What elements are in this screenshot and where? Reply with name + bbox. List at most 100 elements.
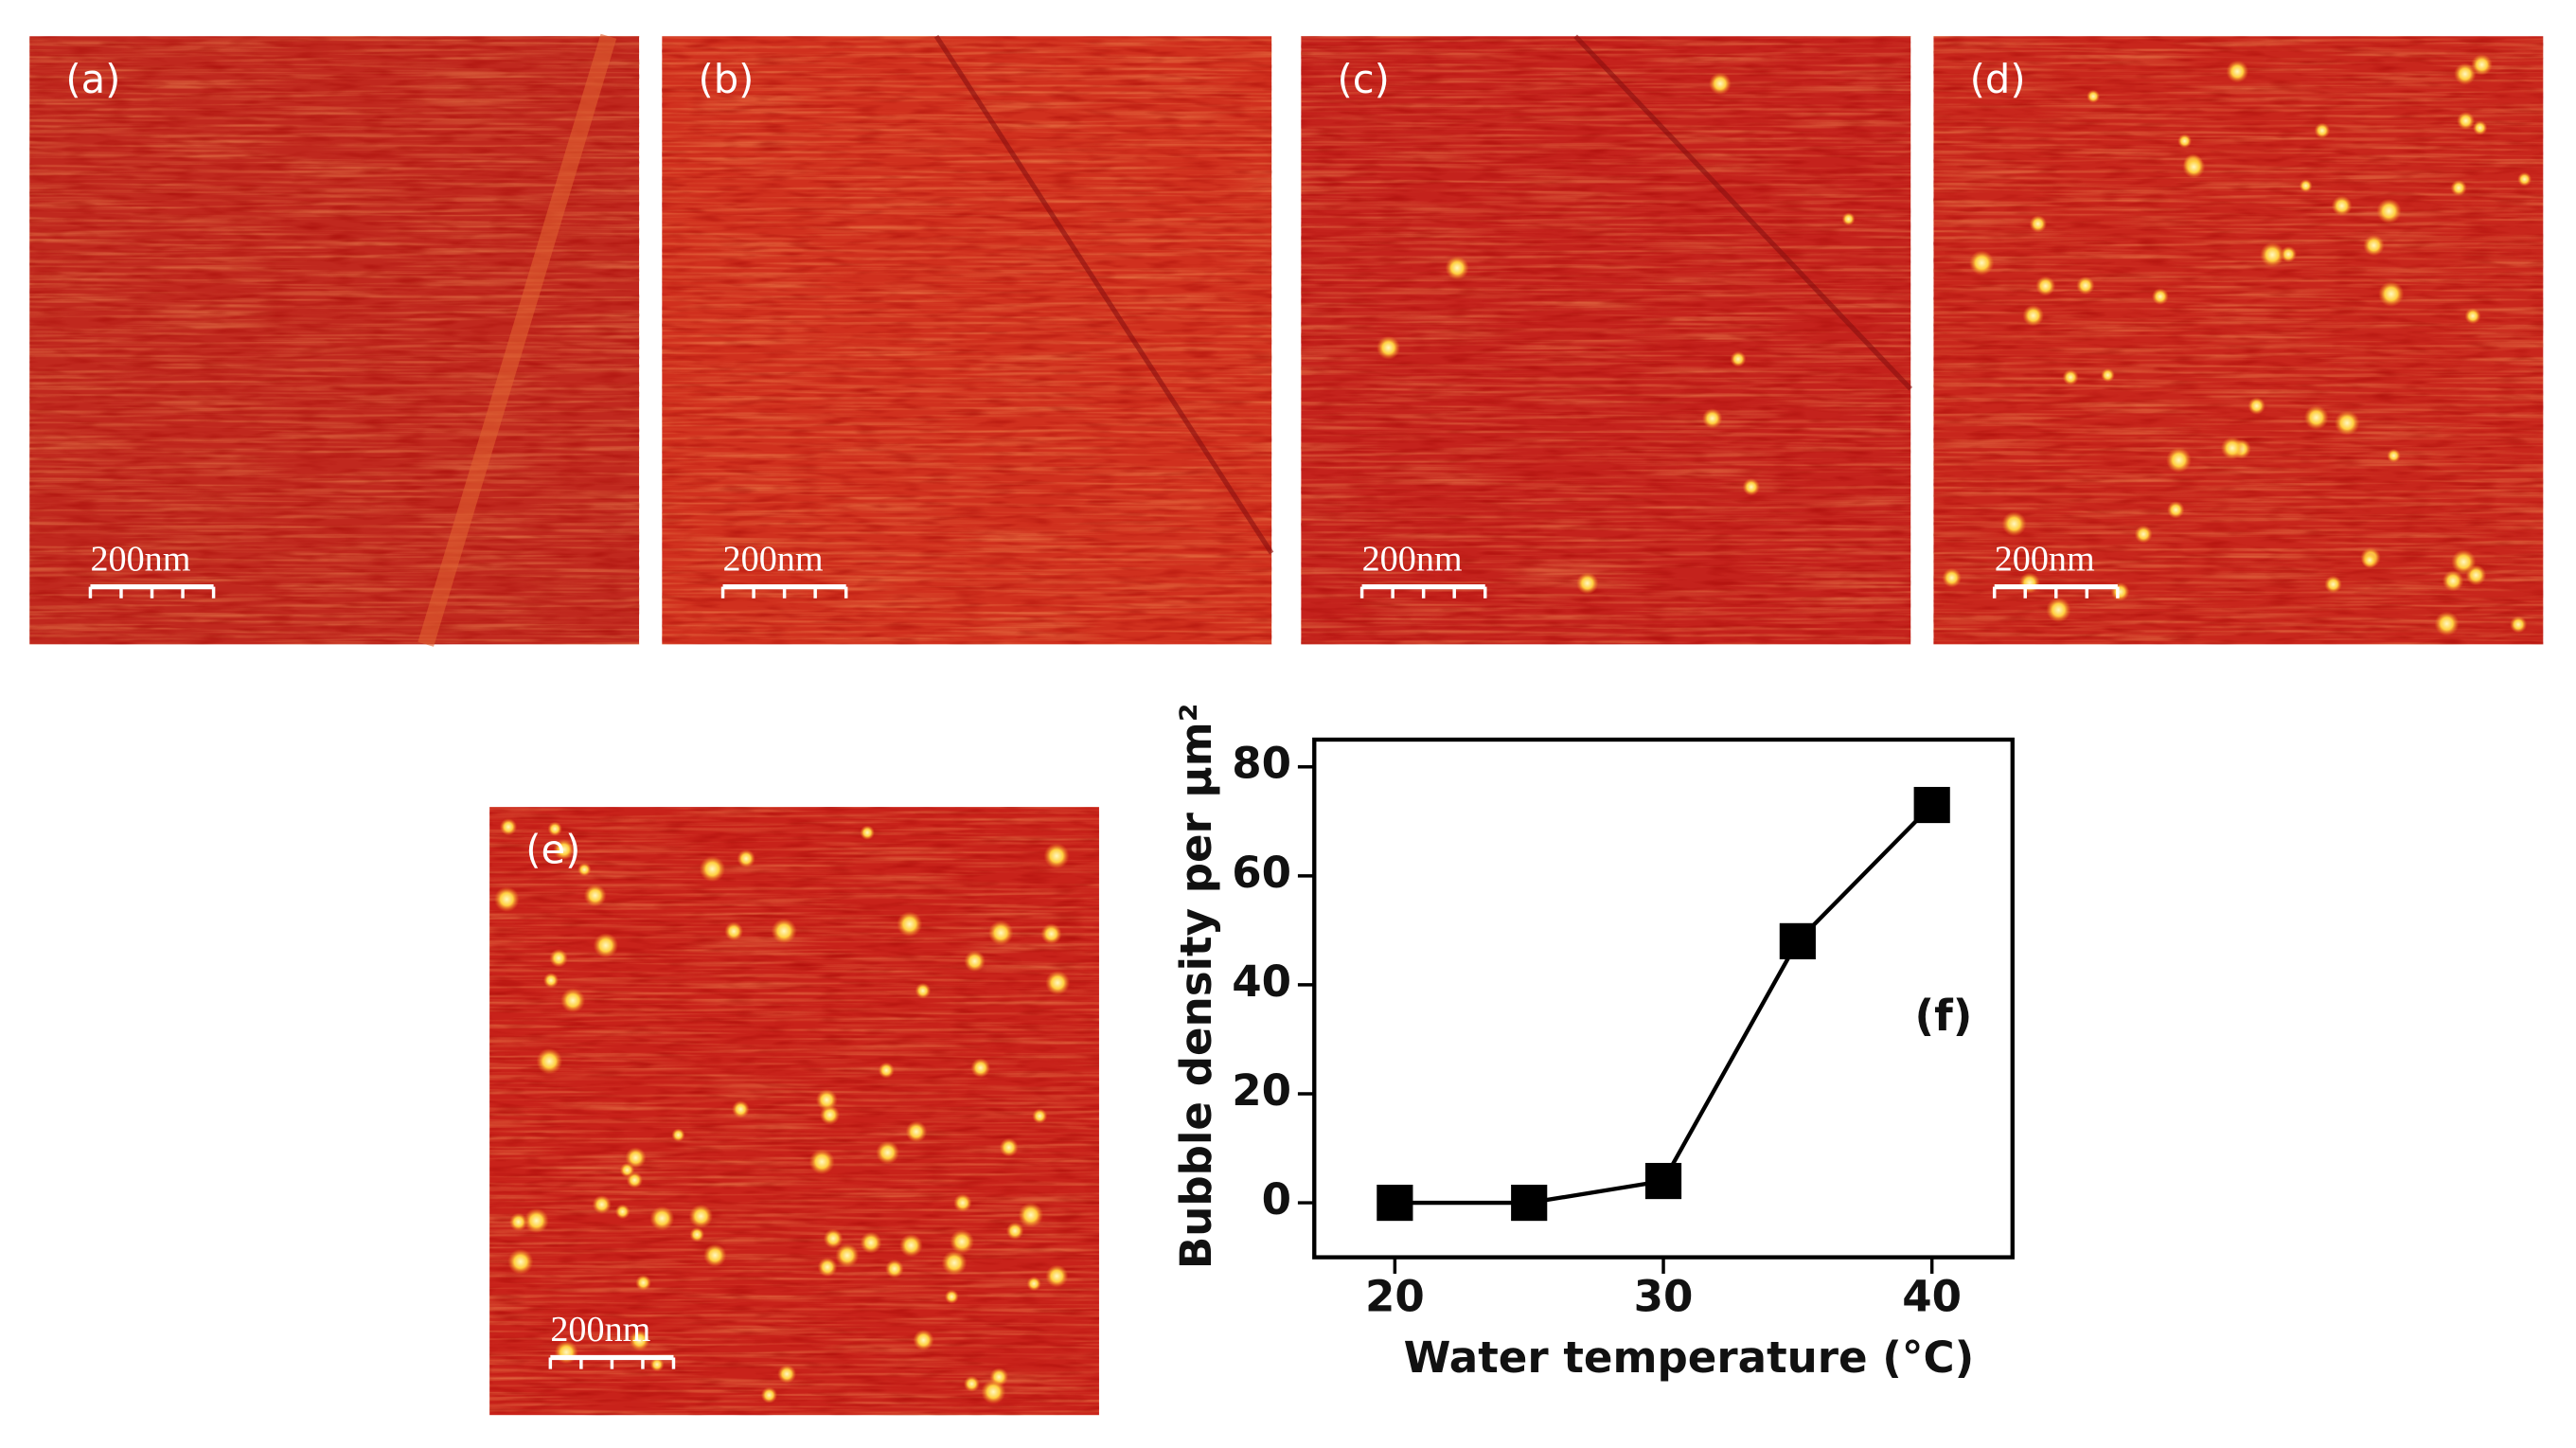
bubble xyxy=(737,849,755,868)
bubble xyxy=(2331,195,2353,217)
bubble xyxy=(1005,1222,1024,1241)
bubble xyxy=(953,1193,972,1212)
bubble xyxy=(2101,367,2115,383)
step-edge xyxy=(933,34,1274,555)
y-tick-label: 0 xyxy=(1262,1174,1291,1225)
image-texture xyxy=(1301,36,1911,645)
data-marker xyxy=(1779,922,1816,959)
bubble xyxy=(760,1386,778,1403)
bubble xyxy=(1018,1202,1044,1228)
plot: Water temperature (°C) Bubble density pe… xyxy=(1171,703,2015,1383)
bubble xyxy=(1942,567,1962,588)
bubble xyxy=(542,973,560,989)
bubble xyxy=(987,920,1014,946)
bubble xyxy=(508,1212,528,1232)
scale-bar-label: 200nm xyxy=(1995,539,2095,579)
bubble xyxy=(1742,477,1761,496)
bubble xyxy=(897,911,923,938)
bubble xyxy=(2151,288,2169,306)
bubble xyxy=(2376,198,2402,224)
bubble xyxy=(2022,304,2045,327)
afm-image: (d) 200nm xyxy=(1933,36,2544,645)
bubble xyxy=(876,1140,900,1165)
bubble xyxy=(2454,63,2477,85)
bubble xyxy=(808,1149,835,1175)
panel-label: (a) xyxy=(65,56,120,102)
bubble xyxy=(905,1120,928,1143)
scale-bar-label: 200nm xyxy=(90,539,190,579)
bubble xyxy=(1377,335,1401,360)
bubble xyxy=(2387,448,2401,463)
bubble xyxy=(963,1375,980,1392)
bubble xyxy=(2303,404,2329,430)
bubble xyxy=(592,1194,612,1214)
bubble xyxy=(625,1147,647,1169)
bubble xyxy=(860,825,875,840)
bubble xyxy=(771,918,797,944)
bubble xyxy=(614,1204,631,1220)
panel-label: (d) xyxy=(1970,56,2026,102)
bubble xyxy=(1701,408,1723,429)
y-tick-label: 60 xyxy=(1232,848,1291,898)
data-marker xyxy=(1511,1184,1548,1222)
bubble xyxy=(2280,245,2297,263)
bubble xyxy=(2035,276,2056,296)
bubble xyxy=(553,838,575,861)
bubble xyxy=(777,1364,797,1384)
bubble xyxy=(732,1099,750,1118)
scale-bar-label: 200nm xyxy=(1362,539,1463,579)
bubble xyxy=(2062,368,2079,385)
bubble xyxy=(593,933,619,958)
bubble xyxy=(2314,122,2331,139)
data-marker xyxy=(1377,1184,1413,1222)
bubble xyxy=(835,1243,860,1268)
step-edge xyxy=(1573,34,1913,391)
afm-image: (c) 200nm xyxy=(1301,34,1913,645)
bubble xyxy=(2247,397,2265,415)
bubble xyxy=(629,1330,650,1351)
bubble xyxy=(1841,212,1856,226)
bubble xyxy=(649,1357,665,1372)
bubble xyxy=(2177,134,2193,149)
bubble xyxy=(2166,447,2192,474)
x-tick-label: 30 xyxy=(1634,1272,1694,1322)
bubble xyxy=(817,1257,838,1278)
afm-image: (b) 200nm xyxy=(662,34,1274,645)
image-texture xyxy=(29,36,640,645)
y-tick-label: 20 xyxy=(1232,1065,1291,1116)
bubble xyxy=(493,886,520,912)
x-tick-label: 20 xyxy=(1365,1272,1425,1322)
bubble xyxy=(635,1275,651,1291)
afm-image: (e) 200nm xyxy=(489,807,1099,1416)
bubble xyxy=(536,1047,563,1075)
bubble xyxy=(1709,72,1732,96)
bubble xyxy=(860,1231,882,1254)
bubble xyxy=(2001,511,2027,537)
bubble xyxy=(2324,575,2342,594)
bubble xyxy=(560,988,586,1013)
bubble xyxy=(499,818,518,836)
bubble xyxy=(1040,922,1062,945)
bubble xyxy=(815,1088,838,1111)
bubble xyxy=(1032,1108,1048,1124)
bubble xyxy=(823,1228,844,1249)
data-marker xyxy=(1644,1162,1682,1200)
bubble xyxy=(878,1062,895,1079)
bubble xyxy=(944,1289,959,1304)
bubble xyxy=(2226,60,2249,83)
bubble xyxy=(2471,54,2493,76)
y-tick-label: 40 xyxy=(1232,956,1291,1007)
bubble xyxy=(2029,215,2048,233)
image-texture xyxy=(489,807,1099,1416)
x-axis-label: Water temperature (°C) xyxy=(1404,1332,1975,1383)
afm-image: (a) 200nm xyxy=(29,33,640,647)
bubble xyxy=(2472,120,2488,135)
bubble xyxy=(1026,1276,1041,1292)
x-tick-label: 40 xyxy=(1902,1272,1962,1322)
bubble xyxy=(699,855,726,883)
data-line xyxy=(1395,803,1934,1206)
bubble xyxy=(2299,179,2313,193)
panel-label: (c) xyxy=(1338,56,1390,102)
bubble xyxy=(2167,501,2185,519)
